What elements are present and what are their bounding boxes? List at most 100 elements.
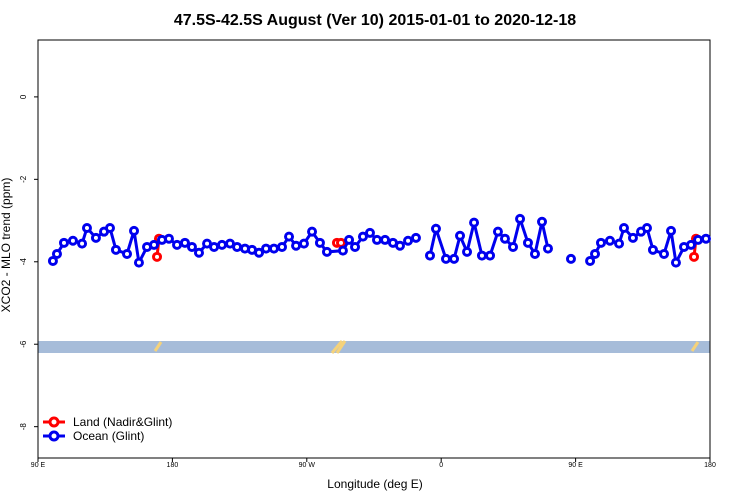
y-axis-label: XCO2 - MLO trend (ppm) bbox=[0, 178, 13, 313]
point bbox=[81, 222, 92, 233]
point bbox=[508, 241, 519, 252]
point bbox=[476, 250, 487, 261]
point bbox=[344, 234, 355, 245]
point bbox=[133, 257, 144, 268]
point bbox=[232, 241, 243, 252]
point bbox=[209, 241, 220, 252]
y-tick-label: -6 bbox=[19, 340, 28, 348]
point bbox=[321, 246, 332, 257]
point bbox=[515, 213, 526, 224]
point bbox=[77, 238, 88, 249]
land-marks bbox=[153, 340, 700, 354]
point bbox=[172, 239, 183, 250]
y-tick-label: -2 bbox=[19, 175, 28, 183]
legend-marker bbox=[48, 430, 60, 442]
point bbox=[47, 255, 58, 266]
point bbox=[193, 247, 204, 258]
y-tick-label: -8 bbox=[19, 423, 28, 431]
point bbox=[585, 255, 596, 266]
point bbox=[627, 232, 638, 243]
point bbox=[371, 234, 382, 245]
point bbox=[261, 243, 272, 254]
point bbox=[529, 248, 540, 259]
point bbox=[314, 237, 325, 248]
point bbox=[67, 235, 78, 246]
point bbox=[186, 241, 197, 252]
point bbox=[440, 253, 451, 264]
point bbox=[647, 244, 658, 255]
point bbox=[298, 238, 309, 249]
land-mark bbox=[330, 340, 344, 354]
y-tick-label: 0 bbox=[19, 94, 28, 99]
point bbox=[129, 225, 140, 236]
x-tick-label: 90 E bbox=[568, 462, 583, 469]
point bbox=[425, 250, 435, 261]
point bbox=[430, 223, 441, 234]
point bbox=[485, 250, 496, 261]
point bbox=[254, 247, 265, 258]
point bbox=[537, 216, 547, 227]
point bbox=[149, 239, 160, 250]
legend-label: Land (Nadir&Glint) bbox=[73, 415, 172, 429]
point bbox=[122, 248, 133, 259]
point bbox=[618, 222, 629, 233]
point bbox=[110, 244, 121, 255]
x-axis-label: Longitude (deg E) bbox=[327, 477, 422, 491]
point bbox=[449, 253, 460, 264]
point bbox=[357, 231, 368, 242]
land-band bbox=[38, 341, 710, 353]
point bbox=[492, 226, 503, 237]
point bbox=[307, 226, 318, 237]
plot-frame bbox=[37, 39, 711, 459]
x-tick-label: 90 E bbox=[31, 462, 46, 469]
point bbox=[277, 241, 288, 252]
point bbox=[58, 237, 69, 248]
point bbox=[380, 234, 391, 245]
point bbox=[614, 238, 625, 249]
point bbox=[216, 239, 227, 250]
point bbox=[152, 251, 163, 262]
point bbox=[410, 232, 421, 243]
point bbox=[51, 248, 62, 259]
point bbox=[670, 257, 681, 268]
point bbox=[590, 248, 601, 259]
point bbox=[337, 245, 348, 256]
point bbox=[462, 246, 473, 257]
chart-title: 47.5S-42.5S August (Ver 10) 2015-01-01 t… bbox=[174, 12, 576, 29]
point bbox=[595, 237, 606, 248]
point bbox=[90, 232, 101, 243]
point bbox=[693, 234, 704, 245]
point bbox=[335, 237, 346, 248]
legend-marker bbox=[48, 416, 60, 428]
point bbox=[104, 222, 115, 233]
point bbox=[179, 237, 190, 248]
point bbox=[163, 233, 174, 244]
point bbox=[700, 233, 711, 244]
point bbox=[394, 240, 405, 251]
point bbox=[364, 227, 375, 238]
point bbox=[455, 230, 466, 241]
point bbox=[565, 253, 576, 264]
point bbox=[403, 235, 414, 246]
y-tick-label: -4 bbox=[19, 258, 28, 266]
point bbox=[604, 235, 615, 246]
point bbox=[542, 243, 553, 254]
point bbox=[469, 217, 480, 228]
point bbox=[350, 241, 361, 252]
x-tick-label: 180 bbox=[167, 462, 179, 469]
x-tick-label: 180 bbox=[704, 462, 716, 469]
point bbox=[268, 243, 279, 254]
x-tick-label: 90 W bbox=[299, 462, 316, 469]
point bbox=[291, 240, 302, 251]
legend-label: Ocean (Glint) bbox=[73, 429, 144, 443]
land-mark bbox=[153, 341, 163, 352]
point bbox=[641, 222, 652, 233]
point bbox=[689, 251, 700, 262]
point bbox=[499, 233, 510, 244]
land-mark bbox=[690, 341, 700, 352]
point bbox=[284, 231, 295, 242]
point bbox=[522, 237, 533, 248]
point bbox=[666, 225, 677, 236]
land-mark bbox=[335, 340, 347, 354]
